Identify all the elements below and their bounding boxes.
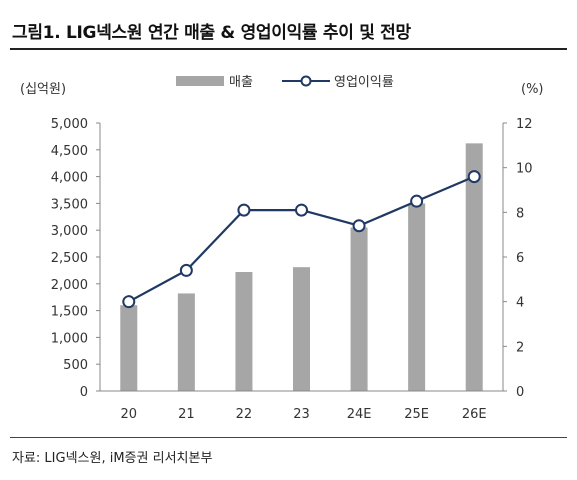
revenue-bar (235, 272, 253, 391)
margin-point (467, 170, 481, 184)
margin-point (410, 194, 424, 208)
revenue-bar (350, 227, 368, 391)
legend-bar-swatch (176, 76, 224, 86)
left-tick-label: 2,500 (51, 251, 88, 266)
title-rule (10, 48, 567, 50)
left-tick-label: 0 (80, 385, 88, 400)
margin-line-series (122, 170, 481, 309)
right-tick-label: 4 (516, 296, 524, 311)
margin-point (237, 203, 251, 217)
legend-label-margin: 영업이익률 (334, 75, 394, 90)
x-tick-label: 25E (404, 407, 429, 422)
x-tick-label: 20 (121, 407, 138, 422)
left-axis-ticks: 0 500 1,000 1,500 2,000 2,500 3,000 3,500 4,000 4… (51, 117, 100, 400)
revenue-bar (465, 143, 483, 391)
left-tick-label: 4,500 (51, 144, 88, 159)
left-tick-label: 4,000 (51, 171, 88, 186)
x-axis-labels: 20 21 22 23 24E 25E 26E (121, 407, 487, 422)
right-tick-label: 12 (516, 117, 533, 132)
right-tick-label: 10 (516, 162, 533, 177)
right-axis-unit: (%) (521, 82, 544, 97)
x-tick-label: 26E (462, 407, 487, 422)
revenue-bar (293, 267, 310, 391)
margin-point (295, 203, 308, 217)
left-tick-label: 1,000 (51, 331, 88, 346)
revenue-bar (120, 305, 138, 391)
left-tick-label: 3,500 (51, 197, 88, 212)
left-tick-label: 2,000 (51, 278, 88, 293)
revenue-bar (177, 293, 195, 391)
left-tick-label: 5,000 (51, 117, 88, 132)
legend-marker (300, 75, 312, 87)
x-tick-label: 22 (236, 407, 253, 422)
margin-point (352, 219, 366, 233)
source-note: 자료: LIG넥스원, iM증권 리서치본부 (12, 451, 213, 466)
left-tick-label: 1,500 (51, 305, 88, 320)
right-tick-label: 2 (516, 340, 524, 355)
revenue-bars (120, 143, 483, 391)
left-tick-label: 3,000 (51, 224, 88, 239)
right-tick-label: 0 (516, 385, 524, 400)
margin-point (122, 295, 136, 309)
left-tick-label: 500 (63, 358, 88, 373)
x-tick-label: 21 (178, 407, 195, 422)
right-tick-label: 8 (516, 206, 524, 221)
source-rule (10, 437, 567, 438)
left-axis-unit: (십억원) (20, 82, 66, 97)
x-tick-label: 23 (293, 407, 310, 422)
margin-point (179, 263, 193, 277)
revenue-bar (408, 203, 426, 391)
figure-title: 그림1. LIG넥스원 연간 매출 & 영업이익률 추이 및 전망 (12, 23, 411, 43)
legend-label-revenue: 매출 (229, 75, 253, 90)
right-axis-ticks: 0 2 4 6 8 10 12 (503, 117, 533, 400)
right-tick-label: 6 (516, 251, 524, 266)
x-tick-label: 24E (347, 407, 372, 422)
legend: 매출 영업이익률 (176, 75, 394, 90)
